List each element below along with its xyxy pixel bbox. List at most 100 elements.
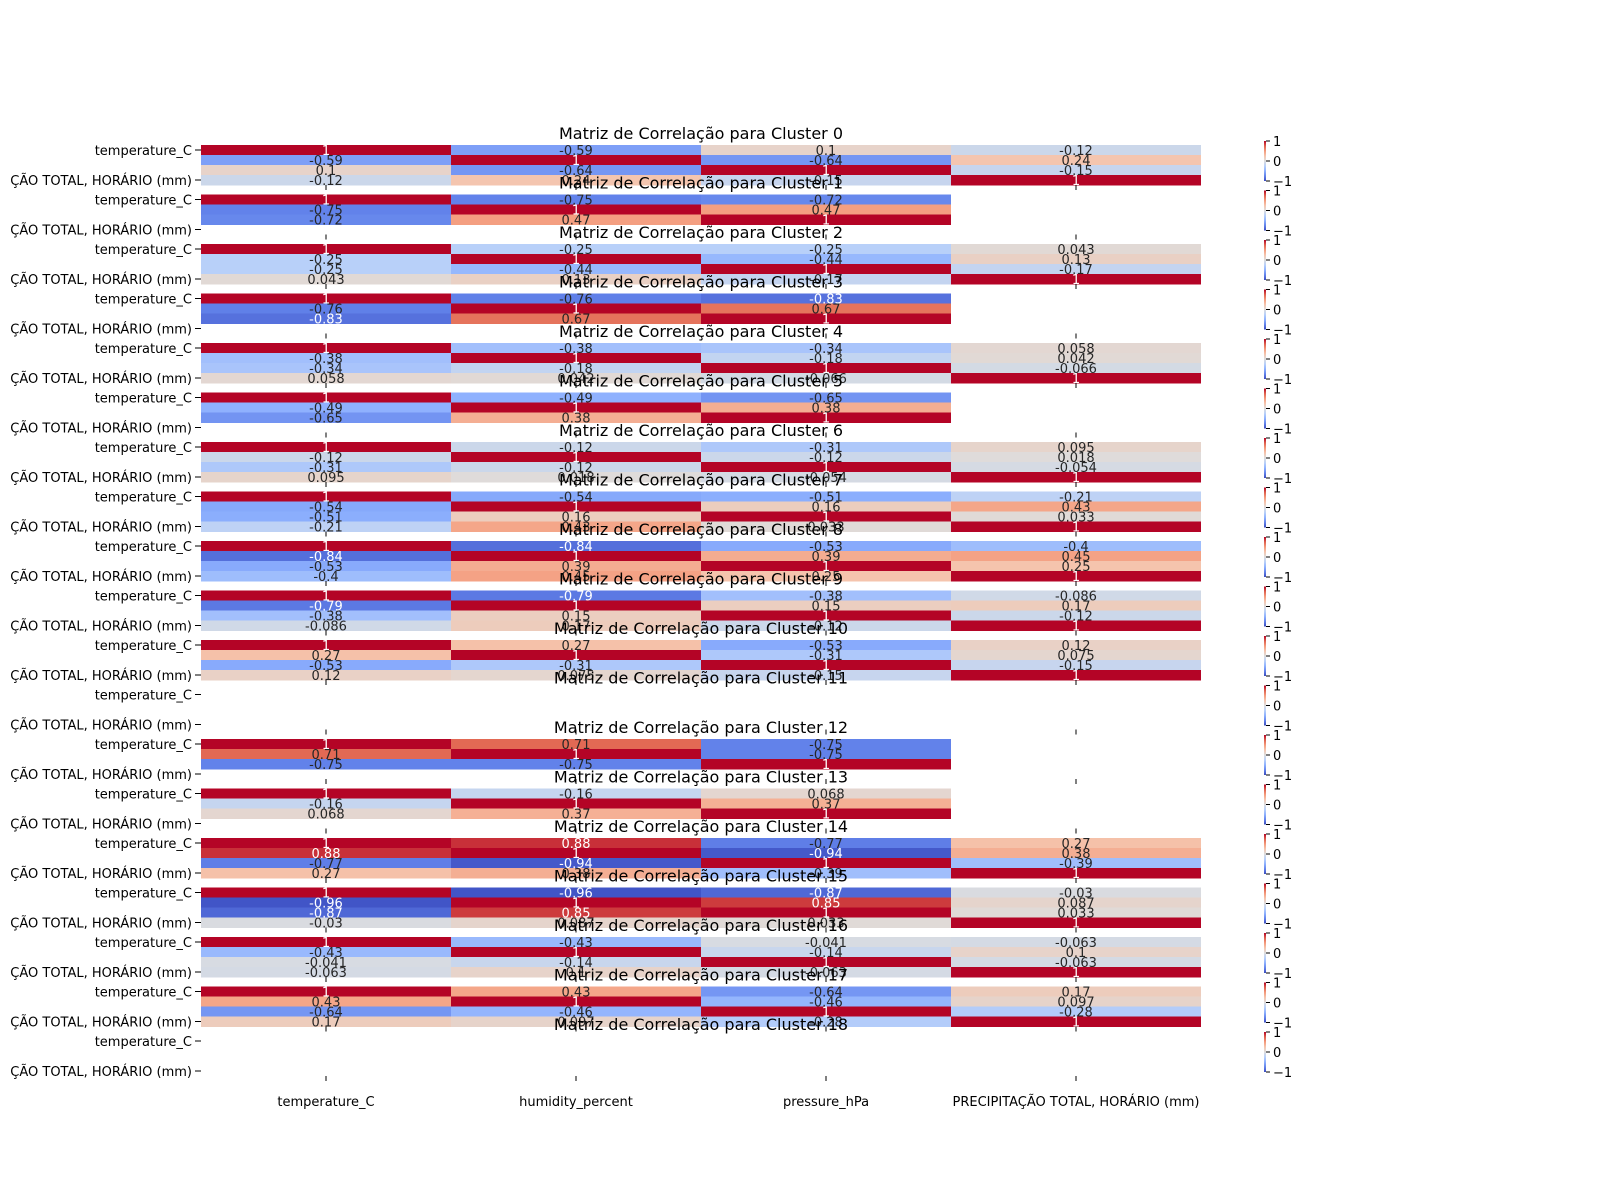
cell-value: -0.44 (809, 253, 843, 268)
heatmap-cell (951, 442, 1201, 453)
cell-value: 0.17 (1062, 600, 1091, 615)
y-tick-label: ÇÃO TOTAL, HORÁRIO (mm) (10, 965, 192, 981)
cell-value: -0.75 (309, 758, 343, 773)
cell-value: 0.45 (562, 570, 591, 585)
cell-value: 0.47 (562, 214, 591, 229)
heatmap-cell (201, 204, 451, 215)
colorbar (1264, 586, 1266, 627)
heatmap-cell (451, 155, 701, 166)
cell-value: 1 (822, 511, 830, 526)
cell-value: -0.31 (809, 441, 843, 456)
heatmap-cell (951, 887, 1201, 898)
colorbar-tick-label: 0 (1273, 700, 1281, 715)
heatmap-cell (451, 610, 701, 621)
colorbar-tick-label: 0 (1273, 403, 1281, 418)
cell-value: 1 (572, 204, 580, 219)
cell-value: -0.87 (309, 907, 343, 922)
cell-value: 1 (822, 1006, 830, 1021)
heatmap-cell (201, 868, 451, 879)
heatmap-cell (201, 838, 451, 849)
cell-value: 0.43 (562, 521, 591, 536)
heatmap-cell (201, 214, 451, 225)
heatmap-cell (701, 590, 951, 601)
heatmap-cell (951, 967, 1201, 978)
heatmap-cell (951, 521, 1201, 532)
heatmap-cell (201, 521, 451, 532)
colorbar-tick-label: −1 (1273, 324, 1292, 339)
colorbar-tick-label: 0 (1273, 799, 1281, 814)
cell-value: -0.49 (559, 392, 593, 407)
heatmap-cell (951, 838, 1201, 849)
cell-value: 0.38 (562, 867, 591, 882)
colorbar-tick-label: 0 (1273, 848, 1281, 863)
cluster-title: Matriz de Correlação para Cluster 18 (554, 1015, 848, 1034)
cell-value: -0.15 (1059, 164, 1093, 179)
cell-value: -0.25 (809, 243, 843, 258)
cell-value: 1 (572, 798, 580, 813)
cell-value: -0.44 (559, 263, 593, 278)
colorbar-tick-label: −1 (1273, 1066, 1292, 1081)
colorbar-tick-label: −1 (1273, 769, 1292, 784)
heatmap-cell (201, 472, 451, 483)
heatmap-cell (201, 442, 451, 453)
cell-value: -0.43 (309, 946, 343, 961)
cell-value: 0.85 (812, 897, 841, 912)
y-tick-label: ÇÃO TOTAL, HORÁRIO (mm) (10, 668, 192, 684)
cell-value: 0.043 (1057, 243, 1094, 258)
cell-value: 0.068 (307, 808, 344, 823)
cell-value: 0.1 (1066, 946, 1087, 961)
cell-value: -0.054 (805, 471, 847, 486)
heatmap-cell (201, 571, 451, 582)
heatmap-cell (701, 937, 951, 948)
cell-value: 0.71 (562, 738, 591, 753)
colorbar-tick-label: −1 (1273, 670, 1292, 685)
colorbar-tick-label: 1 (1273, 927, 1281, 942)
cell-value: 1 (572, 303, 580, 318)
heatmap-cell (451, 244, 701, 255)
heatmap-cell (201, 303, 451, 314)
heatmap-cell (951, 917, 1201, 928)
cell-value: 0.018 (1057, 451, 1094, 466)
heatmap-cell (701, 759, 951, 770)
cell-value: -0.94 (559, 857, 593, 872)
cell-value: 0.058 (1057, 342, 1094, 357)
heatmap-cell (451, 858, 701, 869)
heatmap-cell (201, 373, 451, 384)
cell-value: -0.17 (1059, 263, 1093, 278)
heatmap-cell (951, 986, 1201, 997)
heatmap-cell (701, 145, 951, 156)
heatmap-cell (451, 204, 701, 215)
colorbar (1264, 388, 1266, 429)
colorbar (1264, 141, 1266, 181)
cell-value: -0.46 (559, 1006, 593, 1021)
cell-value: -0.53 (809, 540, 843, 555)
cell-value: -0.18 (559, 362, 593, 377)
heatmap-cell (201, 610, 451, 621)
y-tick-label: ÇÃO TOTAL, HORÁRIO (mm) (10, 223, 192, 239)
heatmap-cell (451, 343, 701, 354)
cell-value: 0.033 (807, 521, 844, 536)
heatmap-cell (701, 412, 951, 423)
colorbar-tick-label: 1 (1273, 729, 1281, 744)
cell-value: -0.38 (809, 590, 843, 605)
heatmap-cell (701, 848, 951, 859)
heatmap-cell (701, 858, 951, 869)
cell-value: 0.15 (812, 600, 841, 615)
colorbar-tick-label: 0 (1273, 997, 1281, 1012)
cell-value: -0.77 (309, 857, 343, 872)
heatmap-cell (951, 670, 1201, 681)
y-tick-label: ÇÃO TOTAL, HORÁRIO (mm) (10, 718, 192, 734)
heatmap-cell (951, 541, 1201, 552)
x-tick-label: PRECIPITAÇÃO TOTAL, HORÁRIO (mm) (953, 1094, 1200, 1110)
cell-value: 1 (322, 788, 330, 803)
cell-value: 1 (1072, 917, 1080, 932)
colorbar-tick-label: −1 (1273, 967, 1292, 982)
colorbar-tick-label: −1 (1273, 225, 1292, 240)
heatmap-cell (451, 798, 701, 809)
heatmap-cell (201, 175, 451, 186)
heatmap-cell (451, 165, 701, 176)
heatmap-cell (201, 808, 451, 819)
cell-value: 0.88 (312, 847, 341, 862)
heatmap-cell (201, 392, 451, 403)
cell-value: 1 (1072, 966, 1080, 981)
